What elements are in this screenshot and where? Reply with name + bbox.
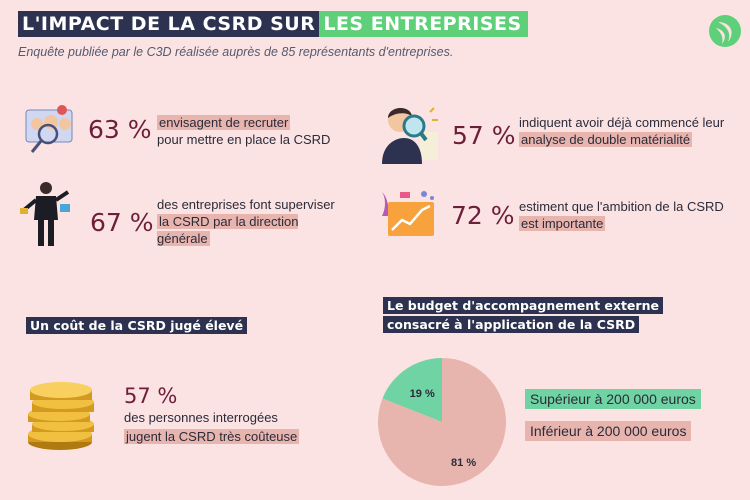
stat-highlight-materiality: analyse de double matérialité xyxy=(519,132,693,147)
businessman-icon xyxy=(20,182,70,246)
stat-percent-ambition: 72 % xyxy=(451,201,515,230)
stat-text-supervision: des entreprises font superviser xyxy=(157,197,335,212)
stat-percent-recruit: 63 % xyxy=(88,115,152,144)
legend-inferieur: Inférieur à 200 000 euros xyxy=(525,421,692,441)
stat-percent-materiality: 57 % xyxy=(452,121,516,150)
magnifier-person-icon xyxy=(382,107,438,164)
stat-highlight-supervision: la CSRD par la direction générale xyxy=(157,214,299,246)
stat-text-ambition: estiment que l'ambition de la CSRD xyxy=(519,199,724,214)
coins-icon xyxy=(28,382,94,450)
growth-chart-icon xyxy=(382,191,434,236)
stat-desc-supervision: des entreprises font superviser la CSRD … xyxy=(157,196,352,247)
stat-desc-recruit: envisagent de recruter pour mettre en pl… xyxy=(157,114,357,148)
cost-percent: 57 % xyxy=(124,384,178,408)
budget-pie-chart: 19 % 81 % xyxy=(378,358,506,486)
legend-superieur: Supérieur à 200 000 euros xyxy=(525,389,701,409)
pie-label-0: 19 % xyxy=(410,388,435,400)
budget-section-label: Le budget d'accompagnement externe consa… xyxy=(383,296,663,334)
stat-after-recruit: pour mettre en place la CSRD xyxy=(157,132,331,147)
stat-highlight-recruit: envisagent de recruter xyxy=(157,115,291,130)
cost-section-label: Un coût de la CSRD jugé élevé xyxy=(26,317,248,334)
stat-desc-materiality: indiquent avoir déjà commencé leur analy… xyxy=(519,114,744,148)
title-part-1: L'IMPACT DE LA CSRD SUR xyxy=(18,11,320,37)
cost-text: des personnes interrogées xyxy=(124,410,278,425)
cost-highlight: jugent la CSRD très coûteuse xyxy=(124,429,300,444)
pie-slice-1 xyxy=(378,358,506,486)
pie-label-1: 81 % xyxy=(451,457,476,469)
page-title: L'IMPACT DE LA CSRD SUR LES ENTREPRISES xyxy=(18,11,528,37)
cost-desc: des personnes interrogées jugent la CSRD… xyxy=(124,408,324,446)
recruitment-icon xyxy=(25,105,73,153)
title-part-2: LES ENTREPRISES xyxy=(319,11,528,37)
logo-icon xyxy=(709,15,741,47)
stat-desc-ambition: estiment que l'ambition de la CSRD est i… xyxy=(519,198,744,232)
subtitle: Enquête publiée par le C3D réalisée aupr… xyxy=(18,45,454,59)
pie-slice-0 xyxy=(382,358,442,422)
stat-percent-supervision: 67 % xyxy=(90,208,154,237)
stat-highlight-ambition: est importante xyxy=(519,216,606,231)
stat-text-materiality: indiquent avoir déjà commencé leur xyxy=(519,115,725,130)
